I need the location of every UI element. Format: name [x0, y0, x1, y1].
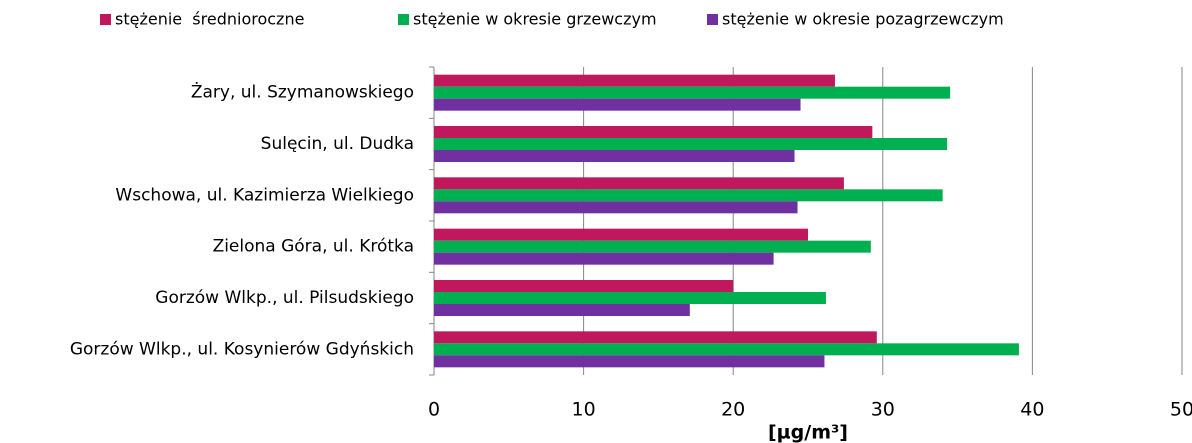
bar: [434, 201, 798, 214]
bar: [434, 86, 951, 99]
bar: [434, 355, 825, 368]
x-tick-label: 0: [428, 399, 440, 421]
y-tick-label: Wschowa, ul. Kazimierza Wielkiego: [115, 185, 414, 205]
bar: [434, 98, 801, 111]
legend-swatch: [398, 14, 409, 25]
x-axis-label: [µg/m³]: [768, 422, 848, 443]
bar: [434, 177, 844, 190]
y-tick-label: Zielona Góra, ul. Krótka: [213, 237, 414, 257]
x-tick-label: 30: [871, 399, 895, 421]
bar: [434, 304, 690, 316]
legend-label: stężenie średnioroczne: [115, 10, 304, 29]
bar: [434, 280, 734, 292]
bar: [434, 138, 948, 150]
x-tick-label: 50: [1170, 399, 1192, 421]
bar: [434, 74, 835, 87]
bar: [434, 331, 877, 344]
x-tick-label: 40: [1020, 399, 1044, 421]
x-tick-label: 20: [721, 399, 745, 421]
bar: [434, 150, 795, 162]
bar: [434, 126, 873, 138]
bar: [434, 240, 871, 253]
x-tick-label: 10: [572, 399, 596, 421]
y-tick-label: Gorzów Wlkp., ul. Pilsudskiego: [155, 288, 414, 308]
bar: [434, 189, 943, 202]
bar: [434, 292, 826, 304]
bar: [434, 228, 808, 241]
legend-label: stężenie w okresie grzewczym: [413, 10, 657, 29]
legend-swatch: [707, 14, 718, 25]
y-tick-label: Sulęcin, ul. Dudka: [261, 134, 414, 154]
y-tick-label: Gorzów Wlkp., ul. Kosynierów Gdyńskich: [70, 339, 414, 359]
bar: [434, 343, 1019, 356]
legend-swatch: [100, 14, 111, 25]
legend-label: stężenie w okresie pozagrzewczym: [722, 10, 1004, 29]
y-tick-label: Żary, ul. Szymanowskiego: [191, 82, 414, 103]
bar: [434, 252, 774, 265]
